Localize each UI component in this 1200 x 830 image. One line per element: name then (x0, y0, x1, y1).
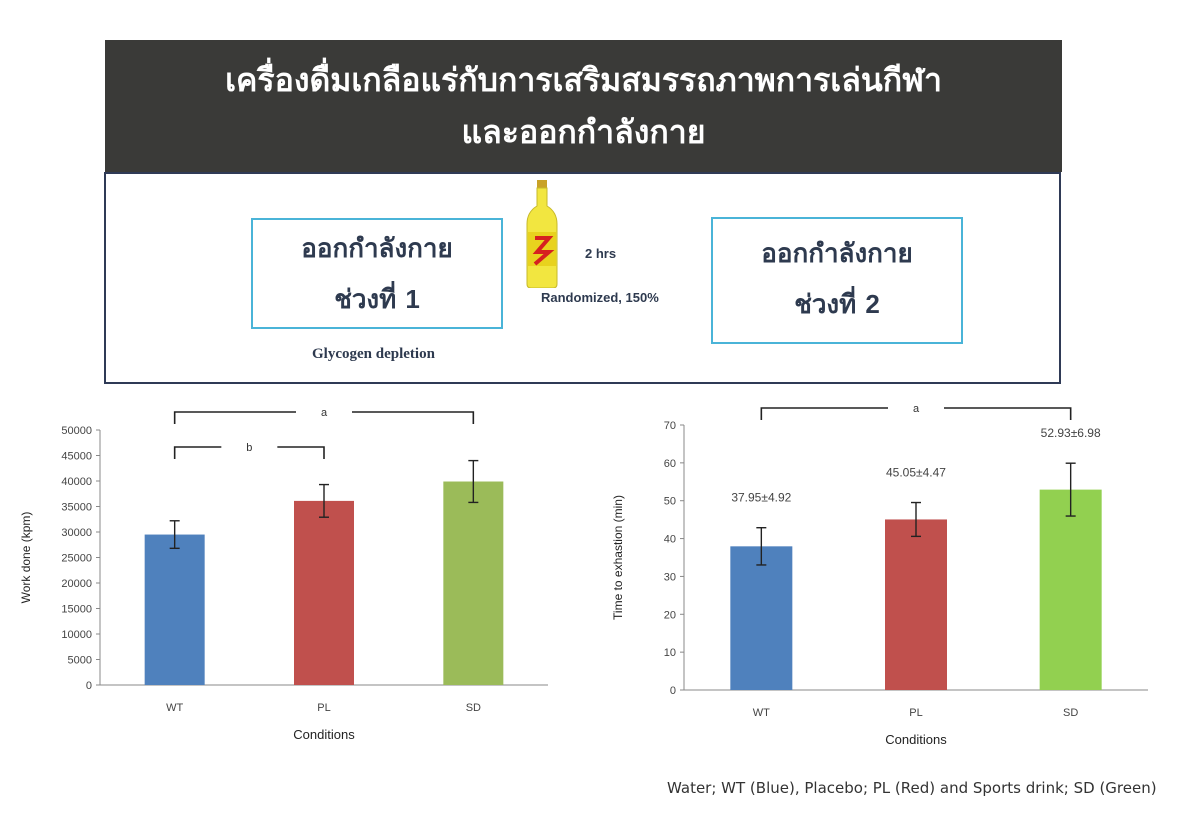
y-tick-label: 30 (664, 571, 676, 583)
y-tick-label: 0 (86, 680, 92, 692)
significance-label-a: a (913, 403, 920, 415)
exercise-phase-1-box: ออกกำลังกาย ช่วงที่ 1 (251, 218, 503, 329)
y-tick-label: 20000 (61, 578, 92, 590)
bar-wt (144, 534, 205, 685)
y-tick-label: 30000 (61, 527, 92, 539)
x-tick-label-pl: PL (317, 702, 330, 714)
randomized-label: Randomized, 150% (541, 290, 659, 305)
time-to-exhaustion-chart: 0 10 20 30 40 50 60 70 WT 37.95±4.92 PL 45.05±4.47 S… (611, 403, 1148, 747)
phase-2-subtitle: ช่วงที่ 2 (713, 279, 961, 330)
bottle-logo (532, 236, 555, 266)
exercise-phase-2-box: ออกกำลังกาย ช่วงที่ 2 (711, 217, 963, 344)
x-axis-title: Conditions (885, 732, 947, 747)
data-label-wt: 37.95±4.92 (731, 491, 791, 505)
y-tick-label: 40000 (61, 476, 92, 488)
x-axis-title: Conditions (293, 727, 355, 742)
significance-bracket-right-b (277, 446, 325, 459)
y-axis-title: Time to exhastion (min) (611, 495, 625, 620)
y-tick-label: 15000 (61, 604, 92, 616)
y-tick-label: 60 (664, 458, 676, 470)
significance-label-a: a (321, 407, 328, 419)
x-tick-label-wt: WT (166, 702, 183, 714)
title-line-1: เครื่องดื่มเกลือแร่กับการเสริมสมรรถภาพกา… (225, 61, 942, 99)
significance-bracket-right-a (352, 411, 475, 424)
title-banner: เครื่องดื่มเกลือแร่กับการเสริมสมรรถภาพกา… (105, 40, 1062, 172)
phase-2-title: ออกกำลังกาย (761, 239, 913, 269)
significance-bracket-left-a (760, 407, 888, 420)
y-tick-label: 70 (664, 420, 676, 432)
phase-1-subtitle: ช่วงที่ 1 (253, 274, 501, 325)
phase-2-word: ช่วงที่ (794, 290, 857, 320)
data-label-sd: 52.93±6.98 (1041, 426, 1101, 440)
phase-1-number: 1 (405, 284, 420, 314)
bar-wt (730, 546, 793, 690)
significance-bracket-left-b (173, 446, 222, 459)
legend-note: Water; WT (Blue), Placebo; PL (Red) and … (667, 779, 1157, 797)
protocol-frame (104, 172, 1061, 384)
significance-label-b: b (246, 442, 252, 454)
y-tick-label: 5000 (68, 655, 92, 667)
bar-sd (1039, 489, 1102, 690)
bar-sd (443, 481, 504, 685)
x-tick-label-pl: PL (909, 707, 922, 719)
x-tick-label-sd: SD (466, 702, 481, 714)
y-tick-label: 0 (670, 685, 676, 697)
x-tick-label-wt: WT (753, 707, 770, 719)
y-tick-label: 50000 (61, 425, 92, 437)
glycogen-depletion-label: Glycogen depletion (312, 346, 435, 362)
data-label-pl: 45.05±4.47 (886, 466, 946, 480)
phase-2-number: 2 (865, 289, 880, 319)
phase-1-word: ช่วงที่ (334, 285, 397, 315)
bottle-cap (537, 180, 547, 188)
y-tick-label: 35000 (61, 502, 92, 514)
sports-drink-bottle-icon (526, 180, 558, 288)
phase-1-title: ออกกำลังกาย (301, 234, 453, 264)
y-tick-label: 50 (664, 496, 676, 508)
y-tick-label: 25000 (61, 553, 92, 565)
y-tick-label: 40 (664, 534, 676, 546)
significance-bracket-right-a (944, 407, 1072, 420)
work-done-chart: 0 5000 10000 15000 20000 25000 30000 35000 40000… (19, 407, 548, 742)
y-tick-label: 20 (664, 609, 676, 621)
y-tick-label: 10000 (61, 629, 92, 641)
bar-pl (885, 519, 947, 690)
title-line-2: และออกกำลังกาย (461, 113, 706, 151)
y-tick-label: 45000 (61, 451, 92, 463)
y-tick-label: 10 (664, 647, 676, 659)
significance-bracket-left-a (173, 411, 296, 424)
interval-label: 2 hrs (585, 246, 617, 261)
x-tick-label-sd: SD (1063, 707, 1078, 719)
y-axis-title: Work done (kpm) (19, 512, 33, 604)
bar-pl (294, 500, 354, 685)
